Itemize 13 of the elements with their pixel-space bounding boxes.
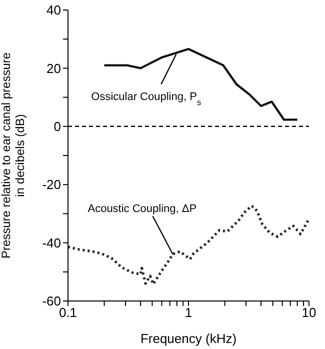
- x-tick-label: 1: [184, 305, 192, 320]
- annotation: Ossicular Coupling, P$_{s}$: [91, 91, 202, 107]
- y-tick-label: 0: [54, 119, 61, 134]
- y-axis-title: Pressure relative to ear canal pressure in decibels (dB): [0, 52, 27, 259]
- y-tick-label: -20: [42, 177, 61, 192]
- x-tick-label: 10: [302, 305, 316, 320]
- annotation: Acoustic Coupling, ΔP: [88, 203, 197, 216]
- y-tick-label: -40: [42, 235, 61, 250]
- y-tick-label: -60: [42, 294, 61, 309]
- x-axis-title: Frequency (kHz): [140, 331, 237, 346]
- x-tick-label: 0.1: [58, 305, 78, 320]
- y-tick-label: 20: [46, 60, 61, 76]
- y-tick-label: 40: [46, 2, 61, 18]
